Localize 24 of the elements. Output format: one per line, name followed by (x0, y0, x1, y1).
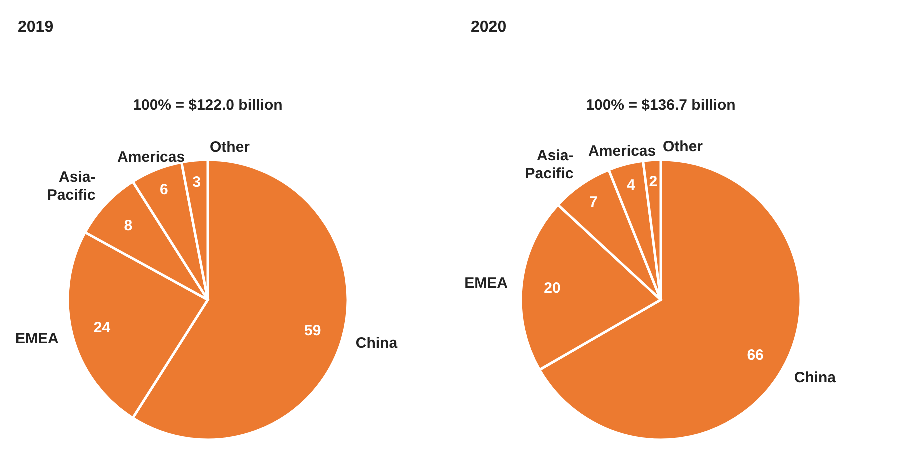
data-label: 3 (192, 174, 201, 191)
data-label: 59 (304, 322, 322, 340)
data-label: 4 (626, 177, 636, 194)
data-label: 6 (160, 182, 168, 199)
slice-label: EMEA (464, 275, 508, 292)
data-label: 8 (124, 217, 133, 234)
slice-label: Asia-Pacific (47, 168, 96, 204)
slice-label: Asia-Pacific (525, 147, 574, 182)
slice-label: Other (210, 138, 250, 156)
data-label: 66 (747, 346, 764, 364)
slice-label: Other (663, 138, 704, 156)
chart-title: 2019 (18, 19, 54, 36)
slice-label: China (356, 335, 398, 352)
chart-subtitle: 100% = $136.7 billion (586, 97, 736, 114)
slice-label: EMEA (15, 330, 59, 348)
chart-subtitle: 100% = $122.0 billion (133, 97, 283, 114)
data-label: 24 (94, 319, 112, 336)
chart-title: 2020 (471, 19, 507, 36)
slice-label: China (794, 369, 837, 386)
slice-label: Americas (118, 149, 186, 166)
data-label: 2 (649, 173, 658, 190)
slice-label: Americas (588, 143, 656, 160)
data-label: 20 (544, 280, 561, 298)
data-label: 7 (589, 194, 598, 212)
